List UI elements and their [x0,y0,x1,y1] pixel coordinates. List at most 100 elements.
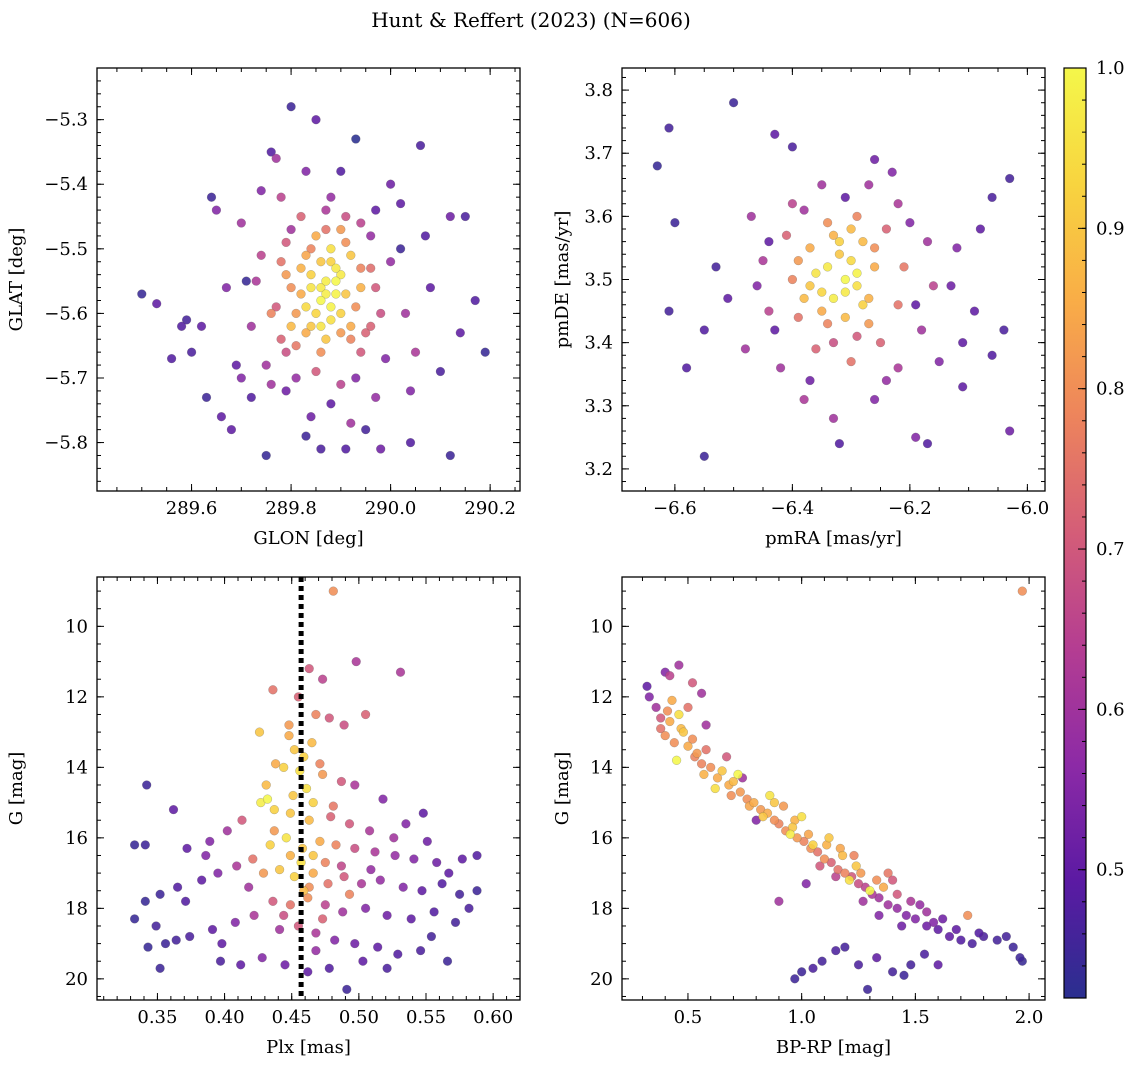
scatter-point [311,308,321,319]
scatter-point [291,341,301,351]
scatter-point [389,833,399,843]
scatter-point [350,938,360,949]
scatter-point [351,373,361,383]
scatter-point [665,716,675,727]
scatter-points [642,586,1027,995]
scatter-point [140,896,150,906]
scatter-point [281,237,291,248]
scatter-point [681,363,692,373]
scatter-point [350,843,360,854]
scatter-point [963,910,973,921]
x-tick-label: 1.0 [787,1007,816,1028]
scatter-point [472,886,482,896]
scatter-point [406,914,416,924]
scatter-point [180,896,191,906]
scatter-point [944,931,955,942]
scatter-point [316,321,326,331]
scatter-point [311,709,321,720]
scatter-point [893,363,903,373]
scatter-point [248,854,258,864]
y-tick-label: −5.7 [44,368,88,389]
scatter-point [735,787,745,797]
scatter-point [952,243,962,253]
scatter-point [286,102,296,112]
scatter-point [805,281,815,291]
y-tick-label: 3.6 [584,206,613,227]
scatter-point [887,167,897,177]
scatter-point [435,366,446,377]
scatter-point [356,218,366,228]
scatter-point [307,738,317,748]
scatter-point [872,953,882,963]
scatter-point [315,836,325,847]
scatter-point [323,879,333,889]
scatter-point [711,262,721,272]
scatter-point [892,889,902,899]
scatter-point [361,328,371,338]
scatter-point [910,914,921,924]
scatter-point [642,681,652,691]
scatter-point [346,250,356,260]
scatter-point [834,249,845,259]
y-tick-label: 20 [590,969,613,990]
scatter-point [356,263,366,273]
scatter-point [241,276,251,286]
scatter-point [339,871,349,882]
scatter-point [251,276,261,286]
y-tick-label: 18 [590,898,613,919]
scatter-point [801,879,811,889]
scatter-point [958,382,968,392]
scatter-point [336,270,346,280]
scatter-point [311,115,321,125]
scatter-point [303,967,313,977]
scatter-point [881,375,892,386]
scatter-point [811,344,821,354]
y-axis-label: GLAT [deg] [6,228,27,332]
scatter-point [769,815,780,825]
scatter-point [266,308,276,319]
scatter-point [805,243,815,253]
scatter-point [341,444,351,454]
x-tick-label: 289.6 [166,498,218,519]
scatter-point [385,179,396,189]
scatter-point [331,276,341,286]
scatter-point [758,255,768,266]
scatter-point [351,134,361,144]
scatter-point [331,289,341,299]
scatter-point [778,801,789,811]
x-tick-label: 0.50 [339,1007,379,1028]
scatter-point [320,900,330,910]
scatter-point [281,347,291,357]
scatter-point [851,861,861,871]
scatter-point [207,924,218,935]
scatter-point [933,960,943,970]
scatter-point [366,231,376,241]
scatter-point [269,804,279,815]
scatter-point [853,960,864,970]
scatter-point [216,412,227,422]
y-tick-label: 3.2 [584,459,613,480]
scatter-point [417,886,427,896]
scatter-point [311,366,321,377]
scatter-point [221,282,232,293]
scatter-point [181,315,192,325]
scatter-point [231,360,241,370]
scatter-point [822,262,833,272]
y-tick-label: −5.5 [44,239,88,260]
scatter-point [834,438,845,449]
scatter-point [450,917,461,928]
scatter-point [168,804,179,815]
scatter-point [151,921,161,931]
scatter-point [321,224,331,235]
scatter-point [793,312,803,323]
scatter-point [758,812,768,822]
scatter-point [301,328,311,338]
scatter-point [951,924,961,935]
scatter-point [480,347,490,357]
scatter-point [992,935,1002,945]
scatter-point [400,308,411,319]
scatter-point [858,300,868,310]
scatter-point [350,780,360,790]
panel-proper-motion: −6.6 −6.4 −6.2 −6.0 3.2 3.3 3.4 3.5 3.6 3.7 3.8 pmR… [552,67,1049,549]
scatter-point [442,956,453,966]
